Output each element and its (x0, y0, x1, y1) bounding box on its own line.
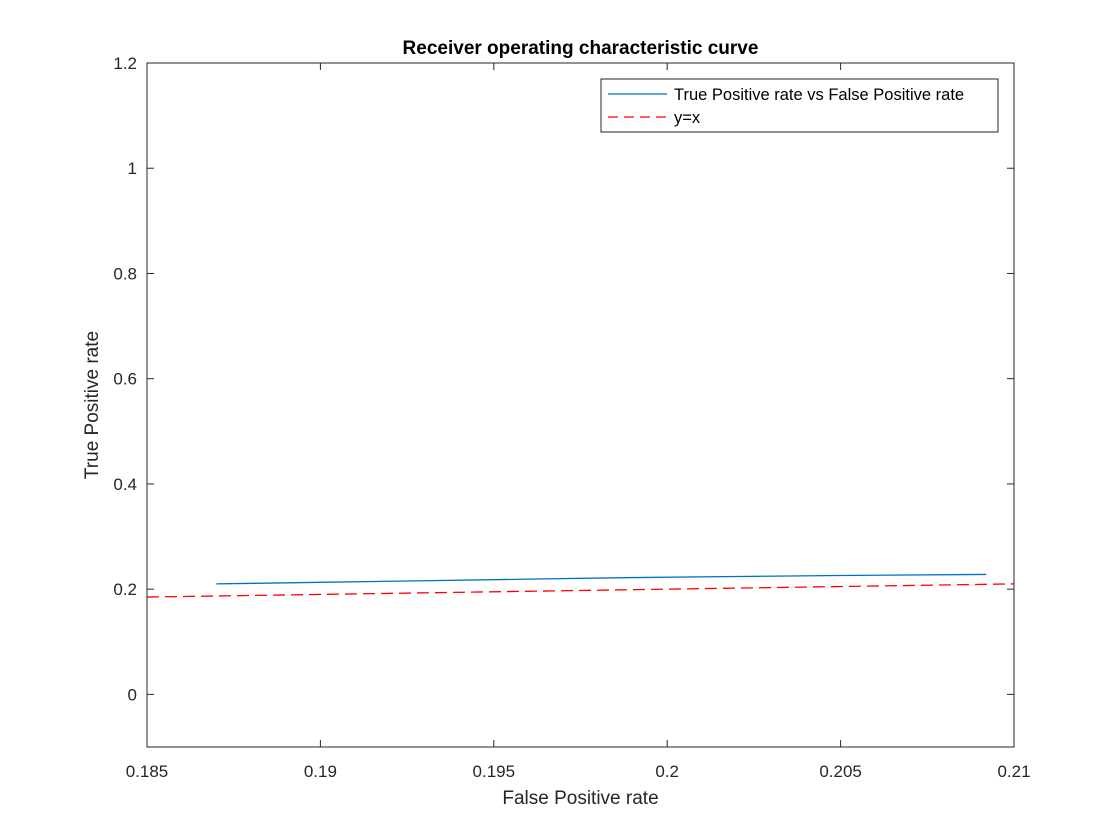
y-tick-label: 1.2 (113, 54, 137, 73)
legend-label-series-2: y=x (674, 109, 701, 127)
series-line-1 (216, 573, 987, 585)
x-tick-label: 0.19 (304, 762, 337, 781)
y-tick-label: 1 (128, 159, 137, 178)
series-layer (146, 573, 1015, 598)
legend: True Positive rate vs False Positive rat… (600, 78, 999, 133)
legend-box (600, 78, 999, 133)
y-axis-label: True Positive rate (82, 331, 103, 479)
x-tick-label: 0.2 (655, 762, 679, 781)
x-tick-label: 0.195 (473, 762, 516, 781)
plot-area (147, 63, 1014, 747)
y-tick-label: 0.2 (113, 580, 137, 599)
y-tick-label: 0 (128, 685, 137, 704)
chart-title: Receiver operating characteristic curve (403, 38, 759, 59)
x-tick-label: 0.21 (997, 762, 1030, 781)
x-tick-label: 0.205 (819, 762, 862, 781)
x-axis-label: False Positive rate (502, 788, 658, 809)
legend-label-series-1: True Positive rate vs False Positive rat… (674, 86, 964, 104)
y-tick-label: 0.4 (113, 475, 137, 494)
ticks-layer: 0.185 0.19 0.195 0.2 0.205 0.21 0 0.2 0.4 0.6 0.8 1… (113, 54, 1030, 781)
axes-box (146, 62, 1015, 748)
series-line-2 (146, 583, 1015, 598)
x-tick-label: 0.185 (126, 762, 169, 781)
y-tick-label: 0.6 (113, 370, 137, 389)
y-tick-label: 0.8 (113, 264, 137, 283)
